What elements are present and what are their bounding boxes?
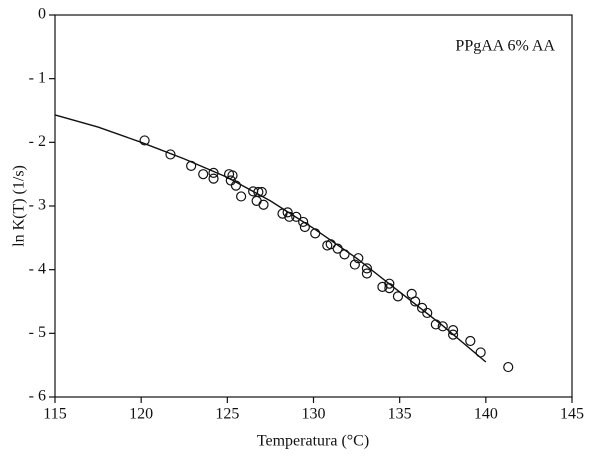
x-tick-label: 115 [43,406,66,423]
y-tick-label: - 3 [29,197,46,214]
y-tick-label: - 6 [29,388,46,405]
data-point [251,195,262,207]
data-point [503,361,514,373]
data-point [437,321,448,332]
data-point [384,278,395,289]
data-point [282,207,293,218]
data-point [258,199,269,210]
data-point [447,329,459,340]
data-point [230,180,242,191]
x-tick-label: 140 [474,406,498,423]
data-point [377,281,388,292]
data-point [361,263,373,274]
data-point [298,216,309,228]
y-tick-label: 0 [38,6,46,23]
data-point [465,335,476,347]
data-point [353,253,364,264]
x-tick-label: 145 [560,406,584,423]
x-axis-label: Temperatura (°C) [257,433,369,450]
data-point [291,211,302,222]
data-point [392,291,404,302]
annotation: PPgAA 6% AA [455,38,555,55]
x-tick-label: 125 [215,406,239,423]
data-point [139,135,150,146]
data-point [299,221,310,233]
y-tick-label: - 4 [29,260,46,277]
x-tick-label: 135 [388,406,412,423]
data-point [225,175,236,186]
data-point [422,307,433,319]
y-axis-label: ln K(T) (1/s) [11,165,28,247]
plot-frame [54,14,573,398]
data-point [416,302,428,313]
data-point [208,173,219,184]
y-tick-label: - 1 [29,69,46,86]
data-point [165,149,176,160]
y-tick-label: - 5 [29,324,46,341]
data-point [236,191,247,202]
data-point [349,259,360,270]
data-point [410,296,421,307]
x-tick-label: 130 [302,406,326,423]
data-point [198,169,209,180]
fit-line [54,114,487,363]
y-tick-label: - 2 [29,133,46,150]
data-point [361,268,373,279]
x-tick-label: 120 [129,406,153,423]
